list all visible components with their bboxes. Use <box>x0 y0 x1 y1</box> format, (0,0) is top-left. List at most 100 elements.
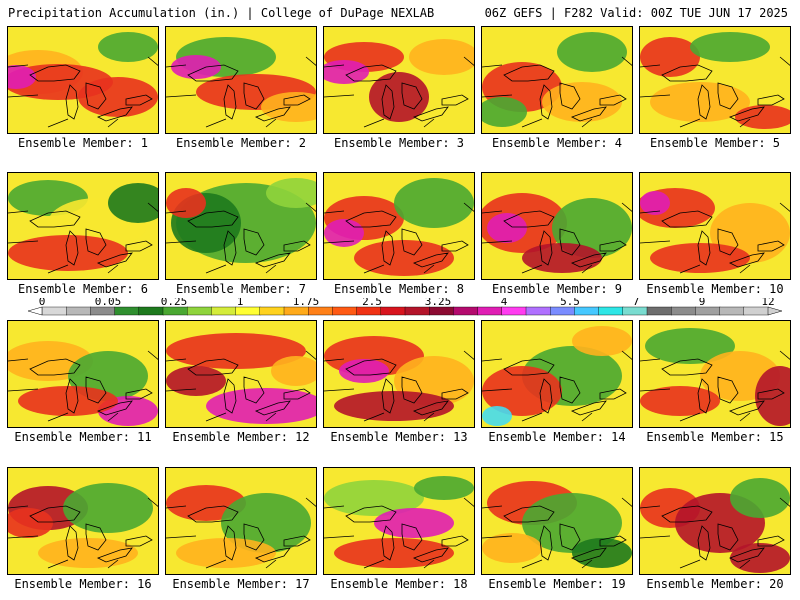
precip-area <box>166 366 226 396</box>
great-lakes-outline <box>324 202 474 274</box>
precipitation-field <box>166 173 316 279</box>
colorbar-swatch <box>743 306 769 316</box>
colorbar-swatch <box>259 306 285 316</box>
colorbar-tick-label: 0.05 <box>95 298 122 308</box>
precipitation-field <box>482 321 632 427</box>
great-lakes-outline <box>166 202 316 274</box>
ensemble-member-map <box>7 467 159 575</box>
ensemble-member-map <box>639 26 791 134</box>
precip-area <box>271 356 316 386</box>
colorbar-swatch <box>332 306 358 316</box>
colorbar-swatch <box>501 306 527 316</box>
precipitation-field <box>166 321 316 427</box>
model-run-valid-time: 06Z GEFS | F282 Valid: 00Z TUE JUN 17 20… <box>484 6 788 20</box>
precip-area <box>369 72 429 122</box>
colorbar-labels: 0 0.05 0.25 1 1.75 2.5 3.25 4 5.5 7 9 12 <box>39 298 775 308</box>
precip-area <box>206 388 316 424</box>
colorbar-swatch <box>429 306 455 316</box>
great-lakes-outline <box>166 350 316 422</box>
precip-area <box>522 493 622 553</box>
ensemble-member-label: Ensemble Member: 10 <box>646 282 784 296</box>
precip-area <box>78 77 158 117</box>
ensemble-member-map <box>7 26 159 134</box>
precip-area <box>730 478 790 518</box>
ensemble-member-label: Ensemble Member: 15 <box>646 430 784 444</box>
colorbar-left-arrow <box>28 306 43 316</box>
precip-area <box>63 483 153 533</box>
precip-area <box>645 328 735 364</box>
colorbar-swatch <box>453 306 479 316</box>
precip-area <box>482 406 512 426</box>
colorbar-swatch <box>646 306 672 316</box>
precip-area <box>18 386 118 416</box>
great-lakes-outline <box>324 56 474 128</box>
colorbar-swatch <box>719 306 745 316</box>
precipitation-field <box>640 468 790 574</box>
ensemble-member-map <box>7 172 159 280</box>
great-lakes-outline <box>640 350 790 422</box>
ensemble-member-map <box>323 320 475 428</box>
colorbar-tick-label: 3.25 <box>425 298 452 308</box>
colorbar-swatch <box>283 306 309 316</box>
precip-area <box>394 178 474 228</box>
precip-area <box>640 37 700 77</box>
ensemble-member-map <box>481 26 633 134</box>
ensemble-member-map <box>323 467 475 575</box>
colorbar-tick-label: 12 <box>761 298 774 308</box>
colorbar-swatch <box>598 306 624 316</box>
precipitation-field <box>482 173 632 279</box>
colorbar-tick-label: 0.25 <box>161 298 188 308</box>
ensemble-member-label: Ensemble Member: 16 <box>14 577 152 591</box>
precip-area <box>730 543 790 573</box>
great-lakes-outline <box>324 350 474 422</box>
ensemble-member-label: Ensemble Member: 19 <box>488 577 626 591</box>
ensemble-member-label: Ensemble Member: 18 <box>330 577 468 591</box>
colorbar-swatch <box>404 306 430 316</box>
precip-area <box>640 191 670 215</box>
ensemble-member-map <box>323 26 475 134</box>
colorbar-swatch <box>574 306 600 316</box>
ensemble-member-label: Ensemble Member: 11 <box>14 430 152 444</box>
ensemble-member-label: Ensemble Member: 6 <box>17 282 149 296</box>
colorbar-tick-label: 1 <box>237 298 244 308</box>
precip-area <box>690 32 770 62</box>
precipitation-field <box>8 468 158 574</box>
great-lakes-outline <box>482 497 632 569</box>
precip-area <box>755 366 790 426</box>
ensemble-member-label: Ensemble Member: 14 <box>488 430 626 444</box>
great-lakes-outline <box>166 497 316 569</box>
ensemble-member-label: Ensemble Member: 12 <box>172 430 310 444</box>
precipitation-field <box>324 173 474 279</box>
precipitation-field <box>166 468 316 574</box>
colorbar-tick-label: 9 <box>699 298 706 308</box>
ensemble-member-map <box>165 320 317 428</box>
colorbar-swatches <box>28 306 783 316</box>
precip-area <box>324 219 364 247</box>
precip-area <box>414 476 474 500</box>
colorbar-swatch <box>695 306 721 316</box>
precip-area <box>339 359 389 383</box>
ensemble-member-label: Ensemble Member: 5 <box>649 136 781 150</box>
precipitation-field <box>166 27 316 133</box>
colorbar-right-arrow <box>767 306 783 316</box>
ensemble-member-label: Ensemble Member: 1 <box>17 136 149 150</box>
ensemble-member-label: Ensemble Member: 9 <box>491 282 623 296</box>
precipitation-field <box>8 321 158 427</box>
precip-area <box>482 533 542 563</box>
ensemble-member-map <box>165 26 317 134</box>
colorbar-swatch <box>66 306 92 316</box>
colorbar-swatch <box>308 306 334 316</box>
precip-area <box>166 188 206 218</box>
colorbar-swatch <box>622 306 648 316</box>
precip-area <box>735 105 790 129</box>
precip-area <box>487 213 527 243</box>
precipitation-field <box>640 321 790 427</box>
precip-area <box>374 508 454 538</box>
ensemble-member-map <box>639 172 791 280</box>
colorbar-tick-label: 5.5 <box>560 298 580 308</box>
ensemble-member-label: Ensemble Member: 17 <box>172 577 310 591</box>
colorbar-tick-label: 2.5 <box>362 298 382 308</box>
precipitation-field <box>8 173 158 279</box>
precip-area <box>557 32 627 72</box>
great-lakes-outline <box>640 497 790 569</box>
